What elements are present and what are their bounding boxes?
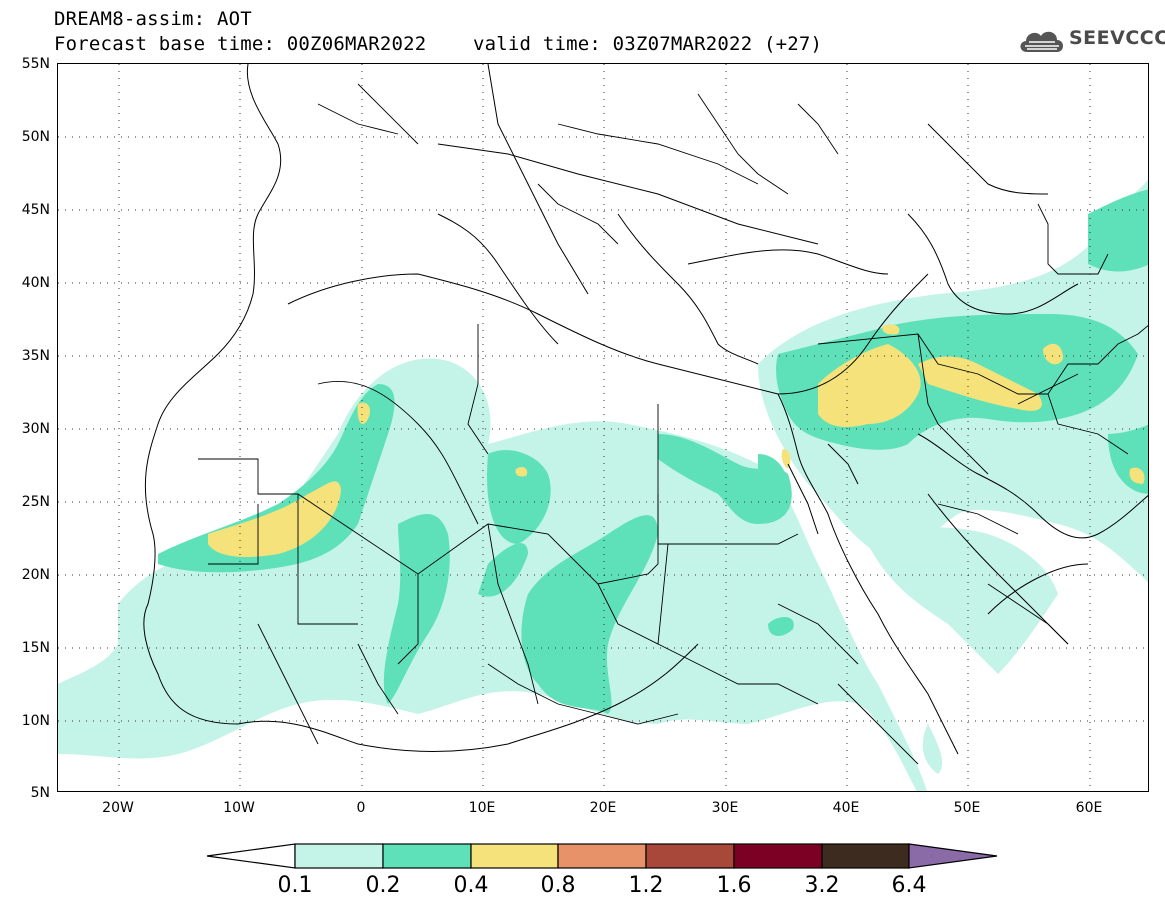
lat-label: 30N [21,421,50,437]
legend-swatch [294,843,384,869]
legend-label: 1.6 [716,873,752,898]
lat-label: 50N [21,129,50,145]
legend-label: 0.2 [365,873,401,898]
cloud-icon [1020,31,1063,52]
lon-label: 20E [589,800,617,816]
lon-label: 60E [1075,800,1103,816]
legend-swatch [382,843,472,869]
legend-swatch [470,843,559,869]
lon-label: 30E [711,800,739,816]
legend-label: 0.4 [453,873,489,898]
lon-label: 20W [102,800,134,816]
legend-swatch [557,843,647,869]
legend-swatch [821,843,910,869]
legend-arrow-high [908,843,998,869]
lon-label: 10W [223,800,255,816]
lat-label: 15N [21,640,50,656]
legend-label: 0.8 [540,873,576,898]
legend-label: 1.2 [628,873,664,898]
legend-swatch [733,843,823,869]
lat-label: 55N [21,56,50,72]
map-title: DREAM8-assim: AOT [54,8,252,30]
lon-label: 50E [953,800,981,816]
legend-label: 3.2 [804,873,840,898]
lat-label: 25N [21,494,50,510]
lat-label: 45N [21,202,50,218]
legend-label: 0.1 [277,873,313,898]
graticule [58,64,1148,791]
lon-label: 40E [832,800,860,816]
country-borders [198,83,1148,765]
coastlines [143,64,1148,755]
lat-label: 40N [21,275,50,291]
lat-label: 35N [21,348,50,364]
color-scale-legend [206,843,998,869]
map-subtitle-times: Forecast base time: 00Z06MAR2022 valid t… [54,33,823,55]
map-canvas [58,64,1148,791]
legend-swatch [645,843,735,869]
lat-label: 10N [21,713,50,729]
legend-label: 6.4 [891,873,927,898]
seevccc-logo: SEEVCCC [1017,24,1165,56]
map-panel [57,63,1149,792]
lon-label: 0 [356,800,366,816]
lon-label: 10E [468,800,496,816]
lat-label: 20N [21,567,50,583]
lat-label: 5N [30,785,50,801]
logo-text: SEEVCCC [1069,27,1165,49]
legend-arrow-low [206,843,296,869]
